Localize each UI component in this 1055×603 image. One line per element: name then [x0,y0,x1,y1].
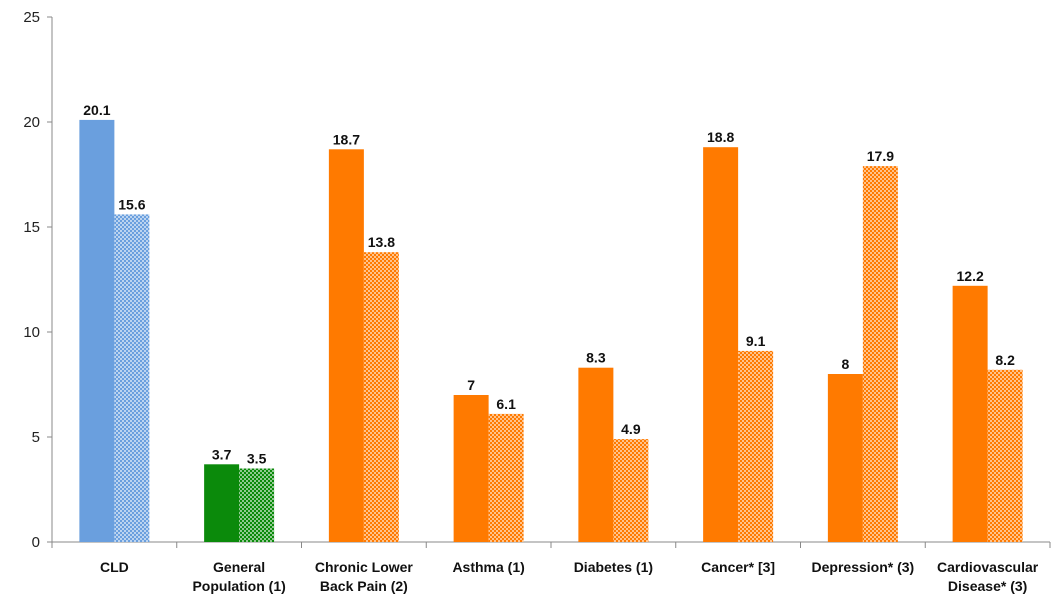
bar-series-1 [578,367,614,542]
bar-series-2 [363,252,399,542]
data-label-series-2: 6.1 [496,396,516,412]
data-label-series-2: 17.9 [867,148,894,164]
x-tick-label: CLD [100,559,129,575]
data-label-series-1: 8.3 [586,350,606,366]
data-labels: 20.1 3.7 18.7 7 8.3 18.8 8 12.2 15.6 3.5 13.8 6.1 4.… [83,102,1015,467]
bar-series-2 [613,439,649,542]
y-axis: 0 5 10 15 20 25 [23,9,53,551]
bar-series-2 [488,413,524,542]
x-tick-label: General Population (1) [192,559,285,594]
y-tick-label: 20 [23,114,40,131]
y-tick-label: 10 [23,324,40,341]
x-tick-label: Cardiovascular Disease* (3) [937,559,1039,594]
bar-series-1 [204,464,240,542]
data-label-series-1: 18.8 [707,129,734,145]
bar-series-2 [239,468,275,542]
bar-series-2 [114,214,150,542]
x-tick-label: Asthma (1) [452,559,524,575]
bar-series-1 [952,285,988,542]
x-tick-label: Chronic Lower Back Pain (2) [315,559,414,594]
y-tick-label: 0 [32,534,40,551]
data-label-series-2: 13.8 [368,234,395,250]
bar-series-1 [703,147,739,542]
bar-series-1 [79,119,115,543]
bars [79,119,1023,543]
bar-series-1 [453,395,489,542]
data-label-series-1: 18.7 [333,131,360,147]
data-label-series-1: 3.7 [212,446,232,462]
data-label-series-2: 8.2 [995,352,1015,368]
bar-series-2 [738,350,774,542]
data-label-series-2: 9.1 [746,333,766,349]
x-tick-label: Depression* (3) [812,559,915,575]
y-tick-label: 25 [23,9,40,26]
x-tick-label: Cancer* [3] [701,559,775,575]
data-label-series-1: 8 [841,356,849,372]
data-label-series-1: 12.2 [957,268,984,284]
x-tick-label: Diabetes (1) [574,559,653,575]
data-label-series-1: 7 [467,377,475,393]
data-label-series-1: 20.1 [83,102,110,118]
data-label-series-2: 15.6 [118,196,145,212]
bar-series-1 [328,149,364,543]
data-label-series-2: 3.5 [247,451,267,467]
y-tick-label: 15 [23,219,40,236]
y-tick-label: 5 [32,429,40,446]
bar-series-2 [987,369,1023,542]
bar-series-2 [862,166,898,542]
data-label-series-2: 4.9 [621,421,641,437]
bar-series-1 [827,374,863,542]
x-axis: CLD General Population (1) Chronic Lower Bac… [51,541,1051,594]
